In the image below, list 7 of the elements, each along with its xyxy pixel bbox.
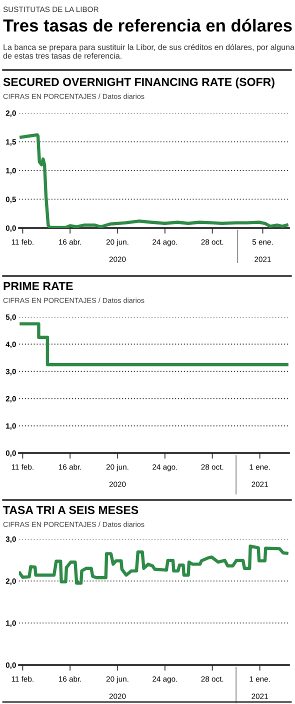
text: Tres tasas de referencia en dólares bbox=[3, 18, 292, 32]
chart-title: TASA TRI A SEIS MESES bbox=[3, 506, 138, 514]
text: La banca se prepara para sustituir la Libor, de sus créditos en dólares, por alguna de estas tres tasas de referencia. bbox=[3, 44, 295, 59]
line-series bbox=[20, 133, 288, 228]
line-series bbox=[19, 544, 288, 585]
chart-title: SECURED OVERNIGHT FINANCING RATE (SOFR) bbox=[3, 78, 274, 88]
chart-title: PRIME RATE bbox=[4, 282, 73, 290]
